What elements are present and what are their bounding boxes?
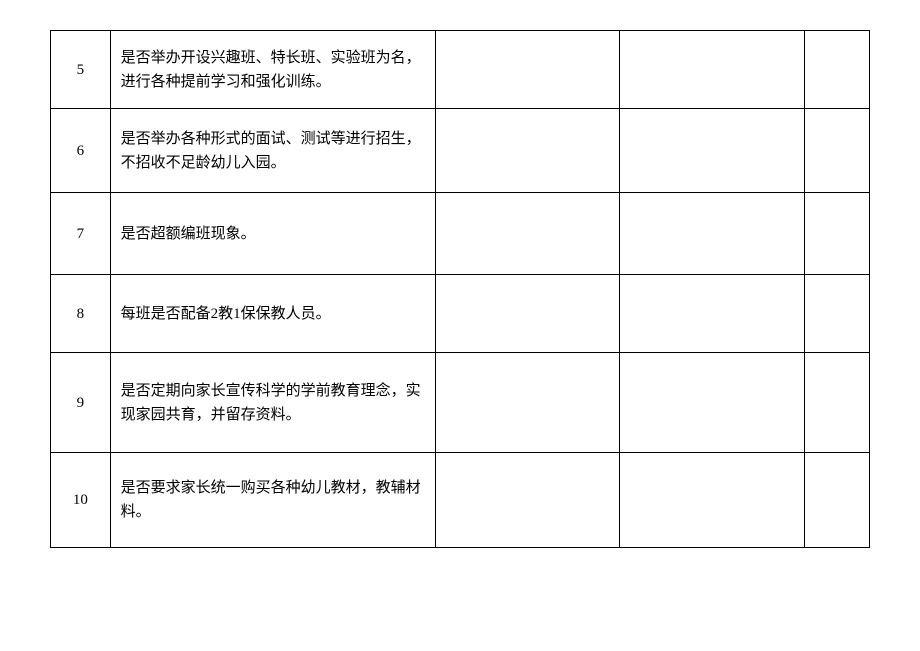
row-cell-4 (620, 109, 804, 193)
row-description: 是否超额编班现象。 (110, 193, 435, 275)
table-row: 5 是否举办开设兴趣班、特长班、实验班为名，进行各种提前学习和强化训练。 (51, 31, 870, 109)
checklist-table: 5 是否举办开设兴趣班、特长班、实验班为名，进行各种提前学习和强化训练。 6 是… (50, 30, 870, 548)
row-number: 5 (51, 31, 111, 109)
table-row: 9 是否定期向家长宣传科学的学前教育理念，实现家园共育，并留存资料。 (51, 353, 870, 453)
row-number: 6 (51, 109, 111, 193)
row-cell-4 (620, 353, 804, 453)
row-cell-5 (804, 353, 869, 453)
row-description: 是否要求家长统一购买各种幼儿教材，教辅材料。 (110, 453, 435, 548)
row-cell-5 (804, 275, 869, 353)
row-cell-3 (436, 453, 620, 548)
row-cell-4 (620, 453, 804, 548)
row-number: 10 (51, 453, 111, 548)
row-number: 8 (51, 275, 111, 353)
table-row: 6 是否举办各种形式的面试、测试等进行招生，不招收不足龄幼儿入园。 (51, 109, 870, 193)
row-description: 是否举办开设兴趣班、特长班、实验班为名，进行各种提前学习和强化训练。 (110, 31, 435, 109)
row-cell-3 (436, 193, 620, 275)
row-cell-3 (436, 275, 620, 353)
row-cell-5 (804, 453, 869, 548)
row-description: 是否定期向家长宣传科学的学前教育理念，实现家园共育，并留存资料。 (110, 353, 435, 453)
row-cell-5 (804, 109, 869, 193)
row-cell-5 (804, 193, 869, 275)
table-row: 10 是否要求家长统一购买各种幼儿教材，教辅材料。 (51, 453, 870, 548)
row-description: 是否举办各种形式的面试、测试等进行招生，不招收不足龄幼儿入园。 (110, 109, 435, 193)
row-cell-4 (620, 193, 804, 275)
row-cell-4 (620, 31, 804, 109)
row-number: 7 (51, 193, 111, 275)
row-description: 每班是否配备2教1保保教人员。 (110, 275, 435, 353)
table-row: 7 是否超额编班现象。 (51, 193, 870, 275)
table-row: 8 每班是否配备2教1保保教人员。 (51, 275, 870, 353)
row-cell-3 (436, 353, 620, 453)
row-number: 9 (51, 353, 111, 453)
row-cell-3 (436, 31, 620, 109)
row-cell-5 (804, 31, 869, 109)
row-cell-4 (620, 275, 804, 353)
row-cell-3 (436, 109, 620, 193)
